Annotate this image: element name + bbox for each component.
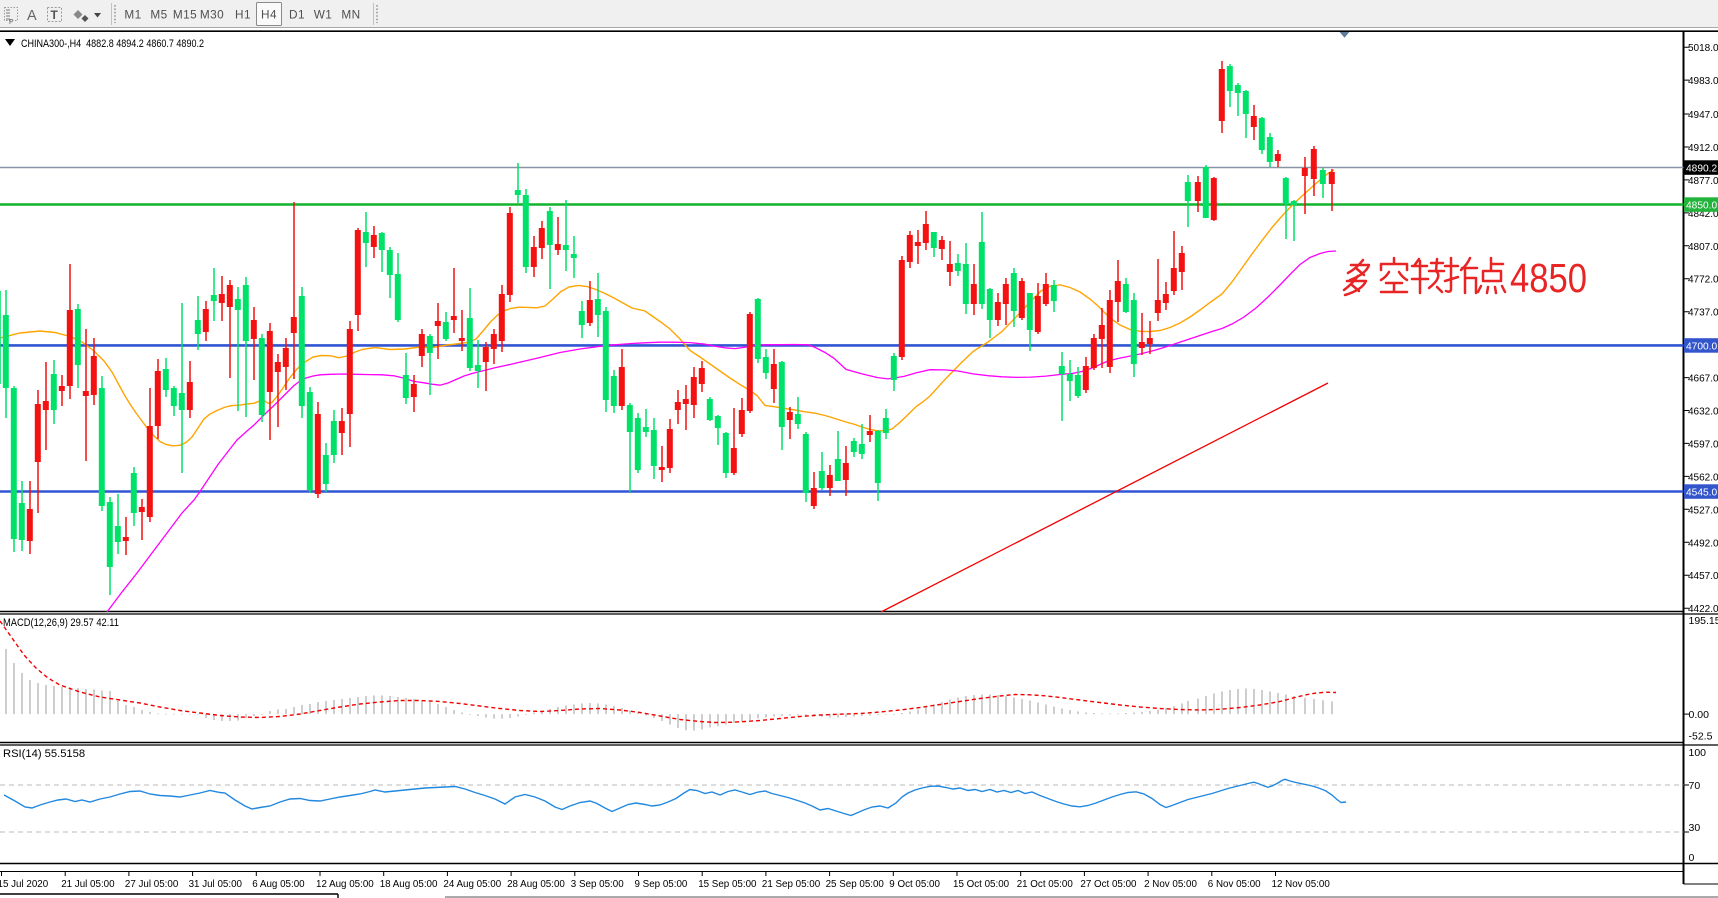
svg-text:CHINA300-,H4 4882.8 4894.2 48: CHINA300-,H4 4882.8 4894.2 4860.7 4890.2 bbox=[21, 38, 204, 50]
svg-text:4597.0: 4597.0 bbox=[1688, 439, 1718, 450]
svg-text:H1: H1 bbox=[235, 8, 251, 22]
svg-text:A: A bbox=[27, 8, 37, 24]
svg-text:6 Nov 05:00: 6 Nov 05:00 bbox=[1208, 879, 1261, 890]
svg-text:4850.0: 4850.0 bbox=[1686, 201, 1717, 212]
svg-text:15 Jul 2020: 15 Jul 2020 bbox=[0, 879, 49, 890]
svg-text:M1: M1 bbox=[124, 8, 141, 22]
svg-text:4492.0: 4492.0 bbox=[1688, 538, 1718, 549]
svg-text:M30: M30 bbox=[200, 8, 224, 22]
svg-text:5018.0: 5018.0 bbox=[1688, 43, 1718, 54]
svg-text:4457.0: 4457.0 bbox=[1688, 571, 1718, 582]
svg-text:W1: W1 bbox=[314, 8, 333, 22]
svg-text:9 Sep 05:00: 9 Sep 05:00 bbox=[635, 879, 688, 890]
svg-text:100: 100 bbox=[1689, 747, 1707, 759]
svg-text:3 Sep 05:00: 3 Sep 05:00 bbox=[571, 879, 624, 890]
svg-text:4912.0: 4912.0 bbox=[1688, 143, 1718, 154]
svg-text:195.15: 195.15 bbox=[1689, 615, 1718, 627]
svg-text:24 Aug 05:00: 24 Aug 05:00 bbox=[443, 879, 501, 890]
svg-text:9 Oct 05:00: 9 Oct 05:00 bbox=[889, 879, 940, 890]
svg-text:M5: M5 bbox=[150, 8, 167, 22]
svg-text:28 Aug 05:00: 28 Aug 05:00 bbox=[507, 879, 565, 890]
svg-text:4737.0: 4737.0 bbox=[1688, 308, 1718, 319]
svg-text:4877.0: 4877.0 bbox=[1688, 176, 1718, 187]
svg-text:12 Aug 05:00: 12 Aug 05:00 bbox=[316, 879, 374, 890]
svg-text:4947.0: 4947.0 bbox=[1688, 110, 1718, 121]
svg-text:MACD(12,26,9) 29.57 42.11: MACD(12,26,9) 29.57 42.11 bbox=[3, 617, 119, 629]
svg-text:4807.0: 4807.0 bbox=[1688, 242, 1718, 253]
svg-text:M15: M15 bbox=[173, 8, 197, 22]
svg-text:21 Jul 05:00: 21 Jul 05:00 bbox=[61, 879, 115, 890]
svg-text:25 Sep 05:00: 25 Sep 05:00 bbox=[826, 879, 885, 890]
svg-text:-52.5: -52.5 bbox=[1689, 731, 1713, 743]
svg-text:T: T bbox=[51, 8, 59, 22]
svg-text:D1: D1 bbox=[289, 8, 305, 22]
svg-text:4667.0: 4667.0 bbox=[1688, 374, 1718, 385]
svg-text:70: 70 bbox=[1689, 780, 1701, 792]
svg-text:15 Oct 05:00: 15 Oct 05:00 bbox=[953, 879, 1010, 890]
svg-text:4527.0: 4527.0 bbox=[1688, 505, 1718, 516]
svg-text:6 Aug 05:00: 6 Aug 05:00 bbox=[252, 879, 305, 890]
svg-text:27 Oct 05:00: 27 Oct 05:00 bbox=[1080, 879, 1137, 890]
svg-text:4422.0: 4422.0 bbox=[1688, 604, 1718, 615]
svg-text:4890.2: 4890.2 bbox=[1686, 164, 1717, 175]
svg-text:0: 0 bbox=[1689, 852, 1695, 864]
svg-text:21 Oct 05:00: 21 Oct 05:00 bbox=[1017, 879, 1074, 890]
svg-text:0.00: 0.00 bbox=[1689, 709, 1710, 721]
svg-text:18 Aug 05:00: 18 Aug 05:00 bbox=[380, 879, 438, 890]
svg-text:21 Sep 05:00: 21 Sep 05:00 bbox=[762, 879, 821, 890]
svg-text:4562.0: 4562.0 bbox=[1688, 472, 1718, 483]
svg-text:MN: MN bbox=[341, 8, 360, 22]
svg-text:30: 30 bbox=[1689, 822, 1701, 834]
svg-text:27 Jul 05:00: 27 Jul 05:00 bbox=[125, 879, 179, 890]
svg-text:4632.0: 4632.0 bbox=[1688, 407, 1718, 418]
svg-text:4772.0: 4772.0 bbox=[1688, 275, 1718, 286]
svg-text:12 Nov 05:00: 12 Nov 05:00 bbox=[1272, 879, 1331, 890]
svg-text:F: F bbox=[9, 19, 13, 26]
svg-text:H4: H4 bbox=[261, 8, 277, 22]
svg-text:4850: 4850 bbox=[1510, 255, 1587, 301]
svg-text:4983.0: 4983.0 bbox=[1688, 76, 1718, 87]
svg-text:RSI(14) 55.5158: RSI(14) 55.5158 bbox=[3, 748, 85, 760]
svg-text:4545.0: 4545.0 bbox=[1686, 488, 1717, 499]
svg-text:4700.0: 4700.0 bbox=[1686, 341, 1717, 352]
svg-text:2 Nov 05:00: 2 Nov 05:00 bbox=[1144, 879, 1197, 890]
svg-text:31 Jul 05:00: 31 Jul 05:00 bbox=[189, 879, 243, 890]
svg-text:4842.0: 4842.0 bbox=[1688, 209, 1718, 220]
svg-text:15 Sep 05:00: 15 Sep 05:00 bbox=[698, 879, 757, 890]
